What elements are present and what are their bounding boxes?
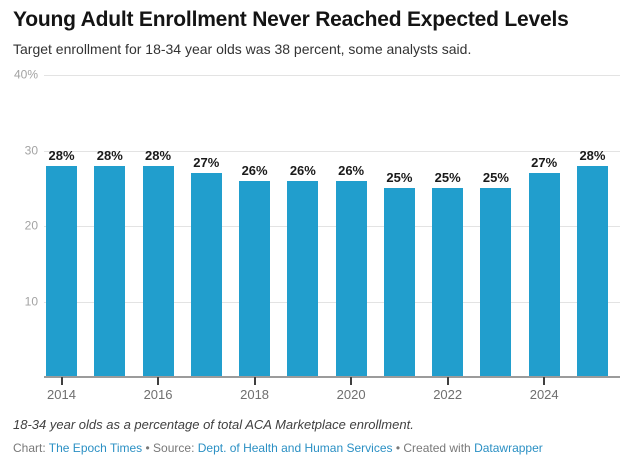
x-axis-label: 2018 xyxy=(240,387,270,402)
x-axis-label: 2014 xyxy=(47,387,76,402)
bar-value-label: 26% xyxy=(338,162,365,178)
x-axis-tick xyxy=(157,377,160,385)
bar xyxy=(383,188,415,377)
bar xyxy=(335,180,367,377)
bar xyxy=(94,165,126,377)
x-axis-tick xyxy=(543,377,546,385)
chart-note: 18-34 year olds as a percentage of total… xyxy=(13,417,414,432)
byline: Chart: The Epoch Times • Source: Dept. o… xyxy=(13,441,543,455)
x-axis-tick xyxy=(60,377,63,385)
x-axis-tick xyxy=(350,377,353,385)
x-axis-label: 2020 xyxy=(336,387,366,402)
gridline xyxy=(44,75,620,76)
y-axis-label: 20 xyxy=(24,218,38,233)
bar-value-label: 28% xyxy=(96,147,123,163)
bar xyxy=(190,173,222,377)
byline-link[interactable]: Datawrapper xyxy=(474,441,543,455)
y-axis-label: 30 xyxy=(24,143,38,158)
byline-text: • Created with xyxy=(392,441,475,455)
bar-value-label: 25% xyxy=(482,170,509,186)
plot-area: 40% 30 20 10 28% 28% 28% 27% 26% 26% 26% 25% 25% 25% 2… xyxy=(13,67,620,402)
bar xyxy=(576,165,608,377)
x-axis-tick xyxy=(446,377,449,385)
x-axis-label: 2016 xyxy=(143,387,173,402)
bar xyxy=(528,173,560,377)
bar-value-label: 25% xyxy=(386,170,413,186)
bar xyxy=(142,165,174,377)
bar xyxy=(480,188,512,377)
bar xyxy=(239,180,271,377)
byline-link[interactable]: The Epoch Times xyxy=(48,441,143,455)
bar xyxy=(287,180,319,377)
gridline xyxy=(44,301,620,303)
bar xyxy=(432,188,464,377)
byline-text: Chart: xyxy=(13,441,49,455)
bar-value-label: 25% xyxy=(434,170,461,186)
bar-value-label: 27% xyxy=(193,155,220,171)
y-axis-label: 40% xyxy=(13,67,38,82)
bar-value-label: 28% xyxy=(145,147,172,163)
bar-value-label: 26% xyxy=(241,162,268,178)
y-axis-label: 10 xyxy=(24,294,38,309)
bar-value-label: 27% xyxy=(531,155,558,171)
x-axis-baseline xyxy=(44,376,620,378)
chart-title: Young Adult Enrollment Never Reached Exp… xyxy=(13,8,569,31)
bar xyxy=(46,165,77,377)
byline-link[interactable]: Dept. of Health and Human Services xyxy=(197,441,393,455)
x-axis-label: 2024 xyxy=(529,387,559,402)
x-axis-label: 2022 xyxy=(433,387,463,402)
bar-value-label: 26% xyxy=(289,162,316,178)
chart-subtitle: Target enrollment for 18-34 year olds wa… xyxy=(13,41,472,57)
byline-text: • Source: xyxy=(142,441,198,455)
gridline xyxy=(44,226,620,227)
x-axis-tick xyxy=(253,377,256,385)
bar-value-label: 28% xyxy=(48,147,75,163)
gridline xyxy=(44,150,620,152)
bar-value-label: 28% xyxy=(579,147,606,163)
